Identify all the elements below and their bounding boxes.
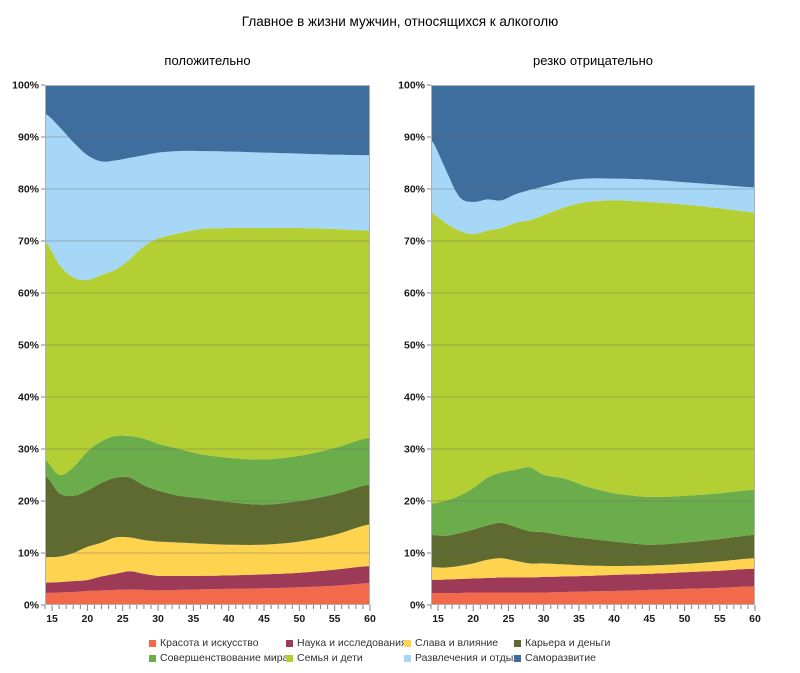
chart-subtitle-right: резко отрицательно [533, 53, 653, 68]
y-tick-label: 70% [404, 236, 426, 248]
x-tick-label: 60 [749, 613, 761, 625]
y-axis: 0% 10% 20% 30% 40% 50% 60% 70% 80% 90% 100% [12, 80, 45, 612]
area-band [45, 113, 370, 281]
x-tick-label: 35 [573, 613, 585, 625]
y-tick-label: 0% [410, 600, 426, 612]
x-tick-label: 50 [679, 613, 691, 625]
y-tick-label: 80% [404, 184, 426, 196]
gridlines [45, 136, 370, 554]
legend-swatch-icon [149, 654, 156, 662]
area-band [45, 85, 370, 162]
legend-item: Наука и исследования [286, 636, 407, 650]
y-tick-label: 20% [404, 496, 426, 508]
area-band [45, 524, 370, 583]
x-tick-label: 25 [117, 613, 129, 625]
area-bands [431, 85, 755, 605]
plot-frame [45, 85, 370, 605]
legend-item: Развлечения и отдых [404, 651, 519, 665]
area-band [45, 227, 370, 475]
area-band [431, 200, 755, 504]
x-tick-label: 35 [188, 613, 200, 625]
area-band [45, 583, 370, 605]
legend-swatch-icon [404, 654, 411, 662]
x-tick-label: 30 [538, 613, 550, 625]
y-axis: 0% 10% 20% 30% 40% 50% 60% 70% 80% 90% 100% [398, 80, 431, 612]
y-tick-label: 90% [18, 132, 40, 144]
area-band [431, 85, 755, 202]
legend-swatch-icon [286, 639, 293, 647]
x-axis: 15 20 25 30 35 40 45 50 55 60 [430, 605, 761, 625]
legend: Красота и искусство Наука и исследования… [149, 636, 654, 665]
legend-item: Саморазвитие [514, 651, 654, 665]
area-band [431, 467, 755, 545]
x-tick-label: 50 [294, 613, 306, 625]
legend-swatch-icon [514, 639, 521, 647]
y-tick-label: 80% [18, 184, 40, 196]
y-tick-label: 10% [404, 548, 426, 560]
area-band [431, 522, 755, 568]
area-band [431, 586, 755, 605]
y-tick-label: 100% [12, 80, 40, 92]
x-tick-label: 60 [364, 613, 376, 625]
y-tick-label: 60% [18, 288, 40, 300]
legend-swatch-icon [404, 639, 411, 647]
chart-plot-0: 15 20 25 30 35 40 45 50 55 60 0% 10% 20% 30% 40% 50% 60%… [12, 80, 376, 626]
gridlines [431, 136, 755, 554]
chart-plot-1: 15 20 25 30 35 40 45 50 55 60 0% 10% 20% 30% 40% 50% 60%… [398, 80, 761, 626]
area-band [431, 568, 755, 594]
x-tick-label: 15 [46, 613, 58, 625]
y-tick-label: 30% [18, 444, 40, 456]
area-band [431, 139, 755, 235]
legend-swatch-icon [149, 639, 156, 647]
chart-subtitle-left: положительно [164, 53, 251, 68]
legend-label: Совершенствование мира [160, 652, 289, 664]
legend-item: Слава и влияние [404, 636, 514, 650]
y-tick-label: 40% [18, 392, 40, 404]
y-tick-label: 90% [404, 132, 426, 144]
x-tick-label: 20 [467, 613, 479, 625]
legend-item: Семья и дети [286, 651, 404, 665]
plot-frame [431, 85, 755, 605]
y-tick-label: 30% [404, 444, 426, 456]
legend-label: Карьера и деньги [525, 637, 611, 649]
legend-label: Наука и исследования [297, 637, 407, 649]
y-tick-label: 40% [404, 392, 426, 404]
legend-label: Развлечения и отдых [415, 652, 519, 664]
y-tick-label: 100% [398, 80, 426, 92]
x-tick-label: 30 [152, 613, 164, 625]
x-tick-label: 55 [714, 613, 726, 625]
y-tick-label: 70% [18, 236, 40, 248]
y-tick-label: 60% [404, 288, 426, 300]
legend-item: Красота и искусство [149, 636, 286, 650]
x-tick-label: 55 [329, 613, 341, 625]
legend-label: Слава и влияние [415, 637, 499, 649]
area-bands [45, 85, 370, 605]
y-tick-label: 0% [24, 600, 40, 612]
x-tick-label: 25 [503, 613, 515, 625]
legend-item: Совершенствование мира [149, 651, 289, 665]
legend-label: Семья и дети [297, 652, 363, 664]
y-tick-label: 20% [18, 496, 40, 508]
y-tick-label: 10% [18, 548, 40, 560]
y-tick-label: 50% [18, 340, 40, 352]
area-band [45, 475, 370, 558]
area-band [45, 435, 370, 505]
page-title: Главное в жизни мужчин, относящихся к ал… [241, 14, 559, 29]
x-tick-label: 15 [432, 613, 444, 625]
legend-label: Красота и искусство [160, 637, 259, 649]
legend-item: Карьера и деньги [514, 636, 654, 650]
legend-swatch-icon [286, 654, 293, 662]
x-axis: 15 20 25 30 35 40 45 50 55 60 [44, 605, 376, 625]
legend-swatch-icon [514, 654, 521, 662]
area-band [431, 558, 755, 580]
area-band [45, 566, 370, 593]
y-tick-label: 50% [404, 340, 426, 352]
x-tick-label: 45 [258, 613, 270, 625]
x-tick-label: 40 [223, 613, 235, 625]
x-tick-label: 20 [82, 613, 94, 625]
x-tick-label: 40 [608, 613, 620, 625]
legend-label: Саморазвитие [525, 652, 596, 664]
x-tick-label: 45 [644, 613, 656, 625]
